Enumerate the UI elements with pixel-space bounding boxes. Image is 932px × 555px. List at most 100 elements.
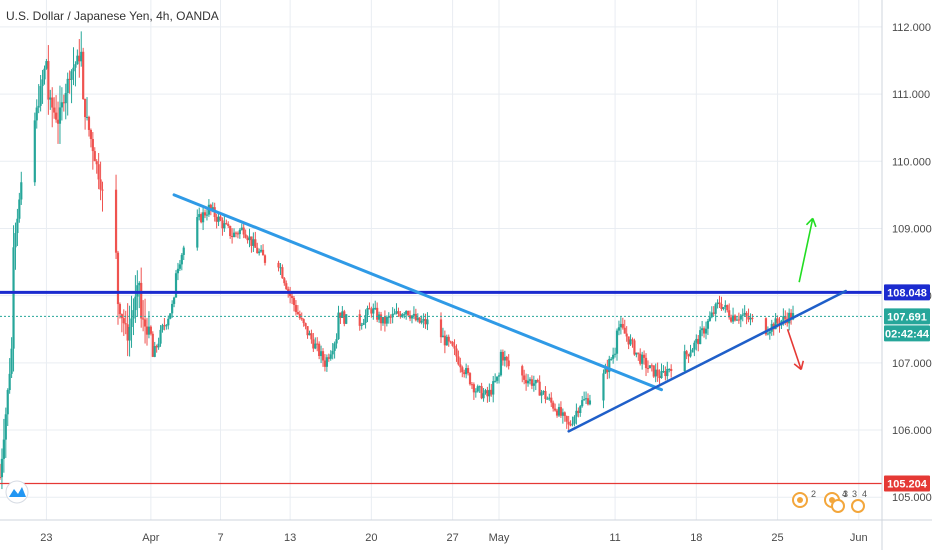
candle-body <box>209 204 212 210</box>
x-tick-label: 13 <box>284 532 296 544</box>
candle-body <box>134 296 137 311</box>
candle-body <box>91 138 94 152</box>
candle-body <box>159 329 162 344</box>
candle-body <box>229 225 232 237</box>
candle-body <box>685 351 688 355</box>
candle-body <box>728 310 731 318</box>
candle-body <box>172 297 176 304</box>
candle-body <box>718 302 721 304</box>
candle-body <box>412 313 416 316</box>
candle-body <box>602 373 605 401</box>
candle-body <box>536 379 539 382</box>
candle-body <box>644 357 648 369</box>
candle-body <box>74 64 77 68</box>
candle-body <box>366 308 369 316</box>
candle-body <box>290 296 294 299</box>
support-price-tag: 105.204 <box>884 475 930 492</box>
candle-body <box>443 335 446 346</box>
candle-body <box>544 391 547 399</box>
candle-body <box>78 55 81 62</box>
candle-body <box>157 343 160 348</box>
candle-body <box>422 319 425 321</box>
candle-body <box>480 386 483 399</box>
candle-body <box>4 414 7 440</box>
candle-body <box>234 232 238 234</box>
candle-body <box>521 366 524 376</box>
candle-body <box>182 247 185 255</box>
candle-body <box>335 339 338 344</box>
candle-body <box>246 237 249 241</box>
candle-body <box>43 68 46 80</box>
candle-body <box>615 330 619 354</box>
svg-text:02:42:44: 02:42:44 <box>885 328 930 340</box>
candle-body <box>505 356 508 361</box>
candle-body <box>60 102 63 108</box>
candle-body <box>391 313 394 318</box>
tradingview-logo-icon[interactable] <box>5 480 29 504</box>
candle-body <box>323 360 327 367</box>
candle-body <box>401 314 404 317</box>
candle-body <box>656 369 659 376</box>
candle-body <box>747 316 750 320</box>
candle-body <box>490 389 493 395</box>
symbol-title[interactable]: U.S. Dollar / Japanese Yen, 4h, OANDA <box>6 9 219 23</box>
candle-body <box>341 311 344 318</box>
candle-body <box>318 343 321 357</box>
candle-body <box>99 179 102 190</box>
candle-body <box>395 311 398 314</box>
candle-body <box>586 398 590 405</box>
y-tick-label: 106.000 <box>892 425 932 437</box>
x-tick-label: 27 <box>446 532 458 544</box>
candle-body <box>387 316 390 318</box>
event-badges[interactable]: 2 34 3 4 <box>792 489 867 513</box>
candle-body <box>47 61 50 100</box>
candle-body <box>66 78 69 94</box>
candle-body <box>203 212 207 216</box>
candle-body <box>648 365 651 369</box>
candle-body <box>53 107 56 113</box>
candle-body <box>635 352 638 355</box>
candle-body <box>147 326 151 335</box>
drawing-tools[interactable] <box>0 193 882 485</box>
candle-body <box>716 302 719 305</box>
candle-body <box>465 368 468 375</box>
candle-body <box>372 308 375 314</box>
candle-body <box>540 392 543 396</box>
x-tick-label: Apr <box>142 532 159 544</box>
candle-body <box>652 365 655 377</box>
candle-body <box>453 345 456 349</box>
candle-body <box>368 308 371 310</box>
candle-body <box>279 267 282 269</box>
candle-body <box>766 333 769 335</box>
candle-body <box>82 51 85 100</box>
y-tick-label: 112.000 <box>892 22 931 34</box>
candle-body <box>124 323 127 325</box>
candle-body <box>584 398 588 400</box>
descending-trendline <box>172 193 663 392</box>
svg-text:107.691: 107.691 <box>887 311 927 323</box>
candle-body <box>782 316 785 321</box>
svg-text:3: 3 <box>852 489 857 499</box>
candle-body <box>389 316 392 318</box>
candle-body <box>706 320 710 329</box>
candle-body <box>579 406 582 414</box>
candle-body <box>476 386 479 392</box>
x-tick-label: 25 <box>771 532 783 544</box>
x-tick-label: 11 <box>609 532 620 544</box>
candle-body <box>155 346 158 348</box>
candle-body <box>735 319 739 321</box>
candle-body <box>776 318 779 323</box>
candle-body <box>637 352 640 354</box>
candle-body <box>130 318 133 328</box>
candle-body <box>710 312 713 318</box>
candle-body <box>223 223 226 229</box>
candle-body <box>457 356 460 365</box>
candle-body <box>525 379 528 384</box>
candle-body <box>420 320 423 323</box>
candle-body <box>695 338 698 343</box>
candle-body <box>215 216 218 222</box>
candle-body <box>316 343 319 345</box>
candle-body <box>364 315 367 323</box>
